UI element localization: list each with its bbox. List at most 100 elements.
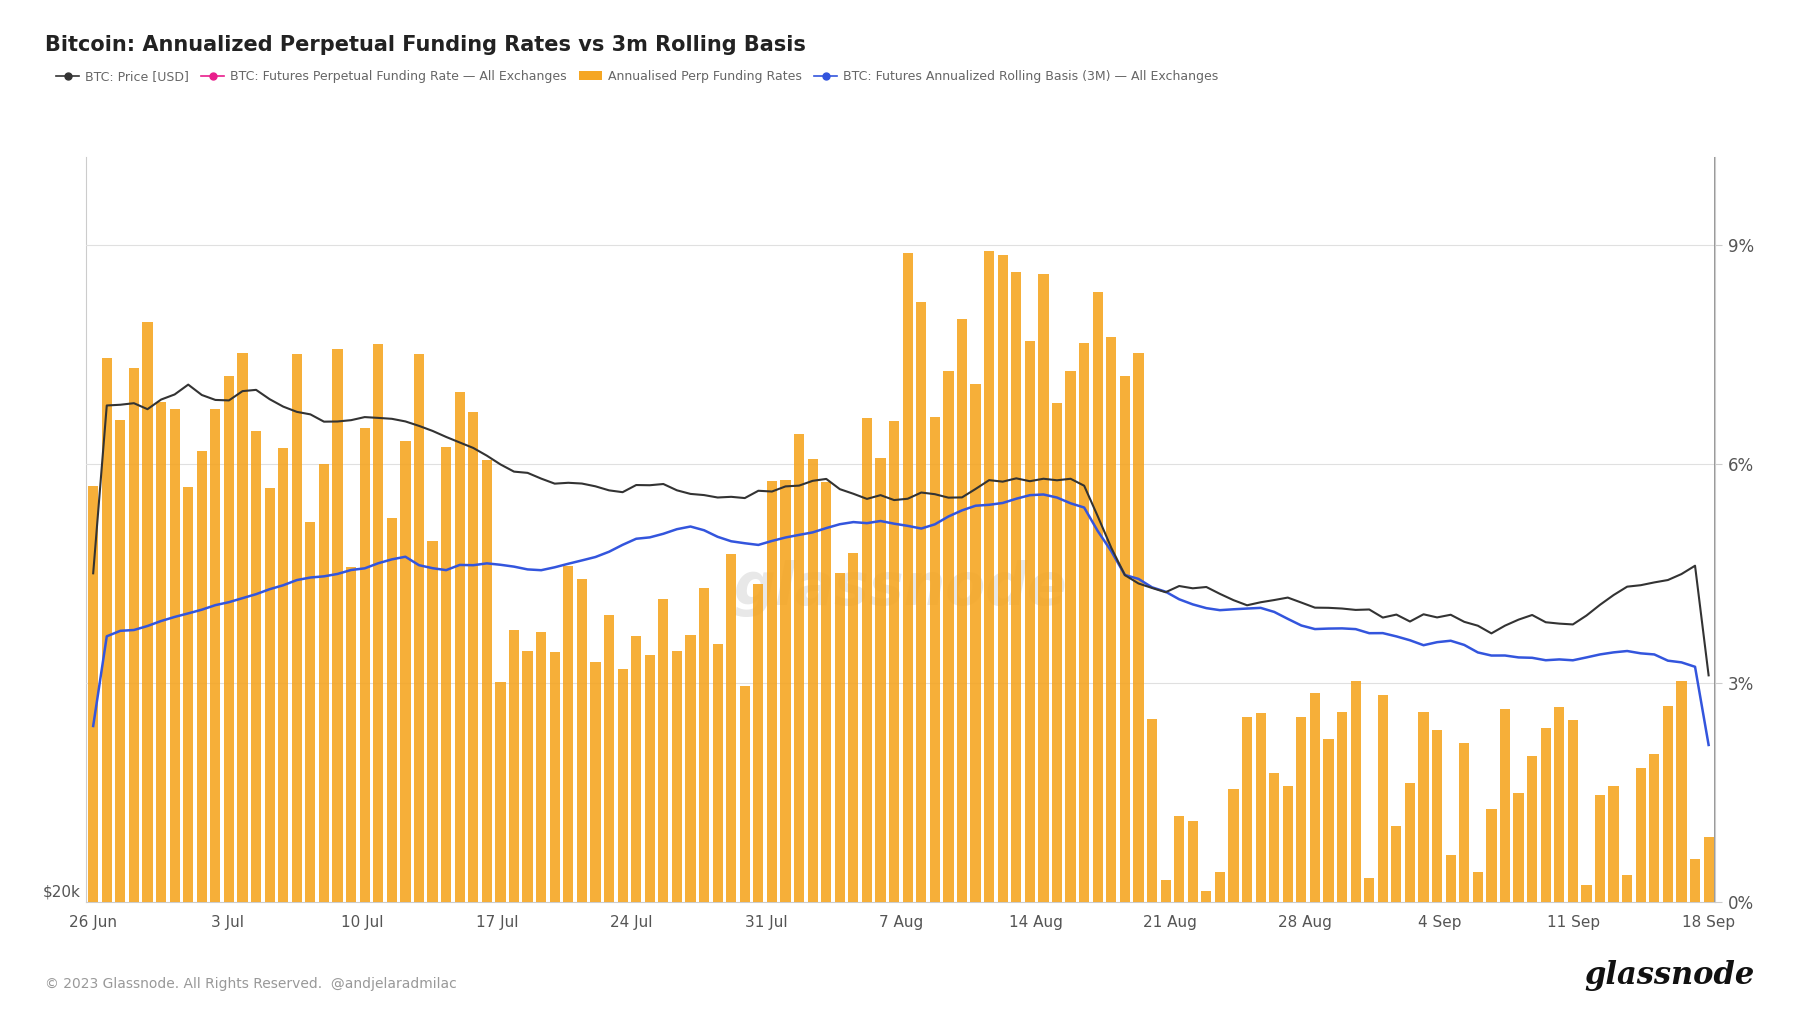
Bar	[1595, 795, 1606, 902]
Bar	[319, 464, 329, 902]
Bar	[373, 344, 383, 902]
Bar	[958, 319, 967, 902]
Bar	[1078, 342, 1089, 902]
Bar	[943, 371, 954, 902]
Bar	[1024, 341, 1035, 902]
Bar	[916, 303, 927, 902]
Bar	[875, 458, 886, 902]
Bar	[292, 354, 302, 902]
Bar	[1676, 681, 1687, 902]
Bar	[1350, 682, 1361, 902]
Bar	[400, 441, 410, 902]
Bar	[88, 486, 99, 902]
Bar	[101, 358, 112, 902]
Bar	[1066, 371, 1076, 902]
Text: glassnode: glassnode	[1584, 959, 1755, 991]
Bar	[794, 435, 805, 902]
Bar	[1174, 815, 1184, 902]
Bar	[184, 487, 193, 902]
Text: © 2023 Glassnode. All Rights Reserved.  @andjelaradmilac: © 2023 Glassnode. All Rights Reserved. @…	[45, 977, 457, 991]
Bar	[617, 669, 628, 902]
Bar	[1404, 783, 1415, 902]
Bar	[970, 384, 981, 902]
Bar	[427, 541, 437, 902]
Bar	[455, 392, 464, 902]
Bar	[157, 402, 166, 902]
Bar	[889, 420, 900, 902]
Bar	[1093, 292, 1103, 902]
Bar	[1323, 739, 1334, 902]
Bar	[1487, 808, 1496, 902]
Bar	[632, 636, 641, 902]
Bar	[659, 599, 668, 902]
Bar	[522, 651, 533, 902]
Bar	[752, 583, 763, 902]
Bar	[1201, 890, 1211, 902]
Bar	[1472, 872, 1483, 902]
Bar	[563, 566, 574, 902]
Bar	[1283, 786, 1292, 902]
Bar	[1215, 872, 1226, 902]
Bar	[997, 254, 1008, 902]
Bar	[1582, 885, 1591, 902]
Bar	[1107, 337, 1116, 902]
Bar	[333, 348, 342, 902]
Bar	[1568, 720, 1579, 902]
Bar	[1051, 403, 1062, 902]
Bar	[1012, 272, 1021, 902]
Bar	[1541, 727, 1552, 902]
Text: Bitcoin: Annualized Perpetual Funding Rates vs 3m Rolling Basis: Bitcoin: Annualized Perpetual Funding Ra…	[45, 35, 806, 56]
Bar	[1147, 719, 1157, 902]
Bar	[1690, 859, 1701, 902]
Bar	[250, 431, 261, 902]
Bar	[549, 652, 560, 902]
Bar	[1703, 837, 1714, 902]
Bar	[1120, 376, 1130, 902]
Bar	[1228, 789, 1238, 902]
Bar	[1649, 754, 1660, 902]
Bar	[1526, 756, 1537, 902]
Bar	[576, 578, 587, 902]
Bar	[1553, 707, 1564, 902]
Bar	[931, 417, 940, 902]
Bar	[1310, 693, 1319, 902]
Bar	[835, 572, 844, 902]
Bar	[265, 488, 275, 902]
Bar	[238, 354, 248, 902]
Bar	[1636, 769, 1645, 902]
Bar	[169, 408, 180, 902]
Text: glassnode: glassnode	[734, 560, 1067, 617]
Bar	[1296, 716, 1307, 902]
Bar	[1391, 827, 1402, 902]
Bar	[1134, 353, 1143, 902]
Bar	[495, 682, 506, 902]
Bar	[1622, 875, 1633, 902]
Bar	[346, 567, 356, 902]
Bar	[781, 480, 790, 902]
Bar	[1256, 712, 1265, 902]
Bar	[387, 518, 398, 902]
Bar	[740, 686, 751, 902]
Bar	[196, 451, 207, 902]
Bar	[821, 482, 832, 902]
Bar	[590, 661, 601, 902]
Bar	[1663, 705, 1672, 902]
Bar	[211, 409, 220, 902]
Bar	[306, 522, 315, 902]
Bar	[848, 553, 859, 902]
Bar	[115, 420, 126, 902]
Bar	[360, 428, 369, 902]
Bar	[279, 448, 288, 902]
Bar	[767, 480, 778, 902]
Bar	[1418, 712, 1429, 902]
Bar	[482, 461, 491, 902]
Bar	[1039, 274, 1049, 902]
Bar	[605, 615, 614, 902]
Bar	[1161, 879, 1170, 902]
Legend: BTC: Price [USD], BTC: Futures Perpetual Funding Rate — All Exchanges, Annualise: BTC: Price [USD], BTC: Futures Perpetual…	[50, 65, 1224, 88]
Bar	[468, 412, 479, 902]
Bar	[223, 376, 234, 902]
Bar	[1609, 785, 1618, 902]
Bar	[808, 459, 817, 902]
Bar	[713, 643, 724, 902]
